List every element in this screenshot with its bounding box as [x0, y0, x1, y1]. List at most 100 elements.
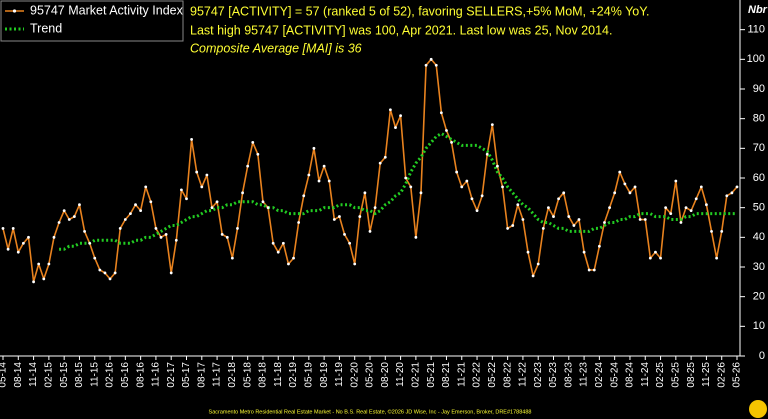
x-tick-label: 08-24	[625, 362, 636, 388]
data-point	[368, 230, 372, 233]
data-point	[409, 185, 413, 189]
x-tick-label: 08-15	[74, 362, 85, 388]
data-point	[261, 200, 265, 204]
data-point	[669, 212, 673, 216]
data-point	[597, 244, 601, 248]
data-point	[394, 126, 397, 129]
x-tick-label: 02-15	[44, 362, 55, 388]
data-point	[292, 256, 295, 260]
data-point	[195, 170, 199, 174]
data-point	[37, 262, 41, 266]
y-tick-label: 60	[753, 172, 765, 184]
y-tick-label: 80	[753, 113, 765, 125]
data-point	[159, 235, 163, 239]
data-point	[623, 182, 627, 186]
data-point	[108, 277, 112, 281]
x-tick-label: 05-19	[303, 362, 314, 388]
x-tick-label: 11-14	[28, 362, 39, 387]
data-point	[164, 232, 168, 236]
data-point	[705, 203, 708, 207]
x-tick-label: 11-23	[579, 362, 590, 387]
data-point	[455, 170, 459, 174]
data-point	[343, 232, 346, 236]
data-point	[557, 197, 560, 201]
x-tick-label: 05-15	[59, 362, 70, 388]
y-axis-title: Nbr	[748, 4, 768, 16]
legend-box	[0, 0, 184, 42]
data-point	[536, 262, 540, 266]
x-tick-label: 08-22	[502, 362, 513, 388]
data-point	[434, 63, 438, 67]
data-point	[27, 235, 30, 239]
data-point	[725, 194, 729, 198]
x-tick-label: 11-16	[151, 362, 162, 387]
data-point	[297, 221, 301, 224]
data-point	[6, 247, 10, 251]
annotation: 95747 [ACTIVITY] = 57 (ranked 5 of 52), …	[190, 4, 649, 18]
annotation: Last high 95747 [ACTIVITY] was 100, Apr …	[190, 23, 612, 37]
data-point	[735, 185, 739, 189]
data-point	[251, 141, 255, 144]
data-point	[174, 238, 178, 242]
legend: 95747 Market Activity Index Trend	[5, 3, 184, 35]
data-point	[353, 262, 357, 266]
data-point	[72, 215, 76, 218]
data-point	[388, 108, 392, 112]
data-point	[562, 191, 566, 195]
data-point	[32, 280, 35, 284]
x-tick-label: 05-18	[242, 362, 253, 388]
x-tick-label: 11-21	[456, 362, 467, 387]
data-point	[582, 250, 586, 254]
data-point	[271, 241, 275, 245]
x-tick-label: 08-17	[196, 362, 207, 388]
data-point	[450, 141, 453, 144]
data-point	[552, 215, 555, 218]
data-point	[363, 191, 367, 195]
data-point	[358, 215, 362, 218]
data-point	[439, 111, 443, 115]
data-point	[699, 185, 703, 189]
data-point	[689, 209, 693, 213]
data-point	[587, 268, 591, 272]
data-point	[93, 256, 97, 260]
y-tick-label: 30	[753, 261, 765, 273]
data-point	[730, 191, 734, 195]
data-point	[62, 209, 66, 213]
data-point	[78, 203, 81, 207]
x-tick-label: 08-20	[380, 362, 391, 388]
data-point	[648, 256, 652, 260]
data-point	[348, 241, 352, 245]
x-tick-label: 02-25	[655, 362, 666, 388]
x-tick-label: 11-19	[334, 362, 345, 387]
x-tick-label: 08-23	[563, 362, 574, 388]
data-point	[526, 250, 530, 254]
x-tick-label: 05-14	[0, 362, 9, 388]
data-point	[633, 185, 637, 189]
data-point	[1, 227, 5, 230]
x-tick-label: 11-25	[701, 362, 712, 387]
data-point	[129, 212, 132, 216]
data-point	[185, 197, 188, 201]
data-point	[190, 138, 193, 141]
data-point	[470, 197, 474, 201]
data-point	[103, 271, 107, 275]
y-tick-label: 90	[753, 83, 765, 95]
data-point	[531, 274, 535, 278]
data-point	[710, 230, 713, 233]
data-point	[134, 203, 137, 207]
x-tick-label: 05-26	[732, 362, 743, 388]
y-tick-label: 110	[747, 24, 765, 36]
x-tick-label: 11-24	[640, 362, 651, 387]
data-point	[460, 185, 464, 189]
data-point	[603, 221, 606, 224]
data-point	[180, 188, 183, 192]
data-point	[113, 271, 117, 275]
x-tick-label: 08-25	[686, 362, 697, 388]
data-point	[465, 179, 469, 183]
data-point	[378, 161, 382, 165]
x-tick-label: 05-24	[609, 362, 620, 388]
data-point	[16, 250, 20, 254]
data-point	[516, 203, 520, 207]
data-point	[521, 218, 525, 221]
